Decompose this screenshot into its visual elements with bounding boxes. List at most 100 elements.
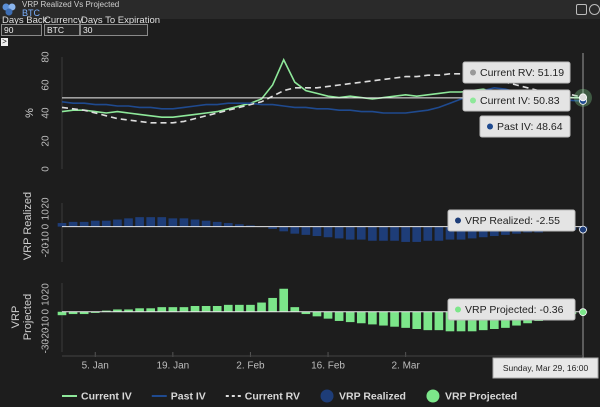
- bar: [146, 217, 156, 227]
- tooltip-text: Current RV: 51.19: [480, 67, 564, 79]
- legend-symbol: [426, 389, 440, 403]
- x-tick-label: 5. Jan: [82, 361, 109, 372]
- legend-item[interactable]: Current IV: [62, 390, 132, 402]
- bar: [190, 306, 200, 312]
- bar: [102, 220, 111, 227]
- bar: [102, 310, 111, 312]
- legend-label: Current RV: [245, 390, 300, 402]
- tooltip-text: VRP Projected: -0.36: [465, 304, 564, 316]
- page-subtitle: BTC: [22, 8, 40, 18]
- hover-marker: [579, 225, 587, 234]
- y-tick-label: -10: [41, 231, 52, 246]
- legend-label: VRP Realized: [339, 390, 406, 402]
- y-tick-label: 10: [41, 294, 52, 306]
- bar: [390, 226, 399, 241]
- y-tick-label: 0: [41, 309, 52, 315]
- x-tick-label: 2. Feb: [236, 361, 265, 372]
- bar: [201, 306, 211, 312]
- y-axis-title: %: [24, 108, 36, 118]
- bar: [434, 311, 444, 331]
- bar: [223, 304, 233, 312]
- bar: [301, 311, 311, 315]
- bar: [279, 288, 289, 312]
- bar: [113, 309, 122, 312]
- bar: [467, 226, 477, 239]
- bar: [268, 297, 277, 312]
- bar: [379, 226, 388, 241]
- bar: [135, 217, 144, 227]
- bar: [445, 226, 455, 240]
- control-label: Currency: [44, 15, 83, 26]
- bar: [157, 307, 167, 312]
- y-tick-label: -10: [41, 316, 52, 331]
- tooltip-box: [447, 298, 576, 321]
- bar: [290, 307, 300, 312]
- bar: [412, 226, 422, 242]
- tooltip-dot: [455, 217, 461, 224]
- bar: [456, 226, 466, 240]
- bar: [478, 311, 488, 331]
- bar: [423, 311, 433, 331]
- bar: [168, 307, 178, 312]
- legend-item[interactable]: Past IV: [151, 390, 206, 402]
- tooltip-box: [447, 209, 576, 232]
- settings-button[interactable]: [589, 4, 600, 15]
- bar: [434, 226, 444, 241]
- bar: [312, 311, 322, 317]
- toggle-button[interactable]: >: [1, 37, 8, 46]
- bar: [68, 221, 78, 227]
- bar: [146, 308, 156, 312]
- y-tick-label: 20: [41, 135, 52, 147]
- bar: [412, 311, 422, 329]
- tooltip-box: [479, 115, 571, 138]
- bar: [345, 226, 355, 240]
- bar: [368, 311, 377, 325]
- bar: [212, 306, 222, 312]
- bar: [401, 226, 410, 242]
- control-label: Days Back: [2, 15, 48, 26]
- tooltip-text: Current IV: 50.83: [480, 95, 560, 107]
- bar: [135, 308, 144, 312]
- tooltip-dot: [470, 97, 476, 104]
- y-tick-label: 80: [41, 51, 52, 63]
- bar: [179, 218, 189, 227]
- y-tick-label: -20: [41, 243, 52, 258]
- bar: [57, 223, 67, 227]
- bar: [79, 221, 89, 227]
- hover-marker: [579, 93, 587, 102]
- bar: [334, 226, 344, 239]
- tooltip-dot: [487, 123, 493, 130]
- y-tick-label: 20: [41, 283, 52, 295]
- currency-input[interactable]: BTC: [44, 24, 80, 36]
- bar: [168, 218, 178, 227]
- control-label: Days To Expiration: [81, 15, 161, 26]
- x-tick-label: 19. Jan: [156, 361, 189, 372]
- expand-button[interactable]: [576, 4, 587, 15]
- bar: [124, 218, 133, 227]
- bar: [356, 226, 366, 240]
- legend-item[interactable]: VRP Projected: [426, 389, 517, 403]
- bar: [79, 311, 89, 315]
- legend-item[interactable]: Current RV: [225, 390, 300, 402]
- bar: [157, 217, 167, 227]
- legend-item[interactable]: VRP Realized: [320, 389, 406, 403]
- legend-label: Past IV: [171, 390, 206, 402]
- bar: [456, 311, 466, 332]
- tooltip-text: Past IV: 48.64: [497, 121, 563, 133]
- bar: [379, 311, 388, 326]
- y-tick-label: 40: [41, 107, 52, 119]
- bar: [57, 311, 67, 316]
- y-tick-label: 10: [41, 209, 52, 221]
- date-label: Sunday, Mar 29, 16:00: [503, 363, 589, 373]
- bar: [246, 225, 255, 227]
- days-back-input[interactable]: 90: [1, 24, 42, 36]
- days-to-expiration-input[interactable]: 30: [80, 24, 148, 36]
- page-title: VRP Realized Vs Projected: [22, 0, 120, 9]
- bar: [90, 311, 100, 313]
- y-axis-title: VRP Projected: [10, 293, 34, 341]
- bar: [368, 226, 377, 241]
- bar: [179, 307, 189, 312]
- y-tick-label: 20: [41, 197, 52, 209]
